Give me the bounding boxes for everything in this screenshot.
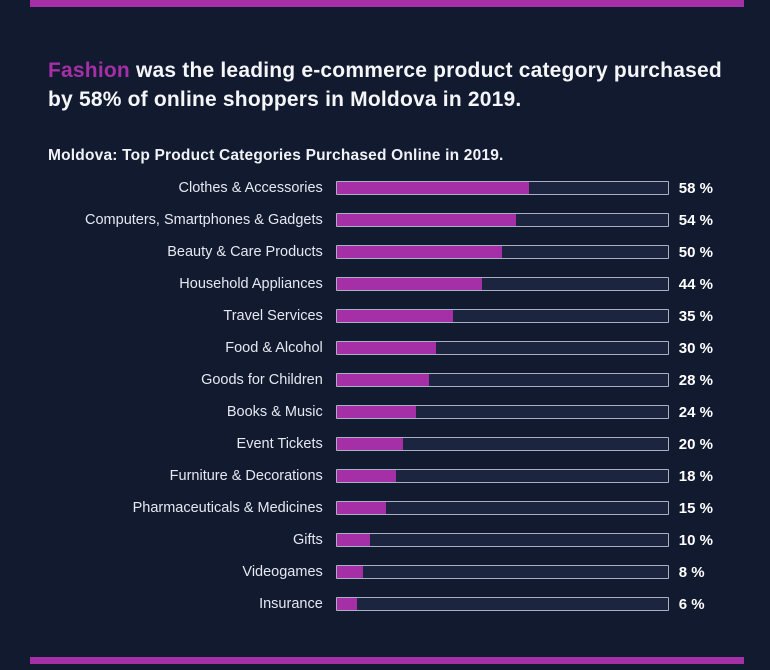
bar-fill	[336, 182, 529, 194]
bar-fill	[336, 534, 370, 546]
bar-track	[335, 245, 669, 259]
category-label: Travel Services	[223, 308, 323, 324]
bar-fill	[336, 342, 437, 354]
category-label: Goods for Children	[201, 372, 323, 388]
value-label: 54 %	[678, 211, 713, 229]
bar-chart: Clothes & Accessories 58 % Computers, Smar…	[48, 172, 730, 620]
value-label: 44 %	[678, 275, 713, 293]
bar-track	[335, 181, 669, 195]
value-label: 6 %	[678, 595, 705, 613]
value-label: 20 %	[678, 435, 713, 453]
headline-text: was the leading e-commerce product categ…	[48, 59, 722, 111]
category-label: Beauty & Care Products	[167, 244, 323, 260]
chart-row: Goods for Children 28 %	[48, 364, 730, 396]
chart-row: Pharmaceuticals & Medicines 15 %	[48, 492, 730, 524]
category-label: Food & Alcohol	[225, 340, 323, 356]
value-label: 35 %	[678, 307, 713, 325]
chart-row: Household Appliances 44 %	[48, 268, 730, 300]
category-label: Clothes & Accessories	[178, 180, 323, 196]
chart-row: Beauty & Care Products 50 %	[48, 236, 730, 268]
value-label: 18 %	[678, 467, 713, 485]
bar-fill	[336, 470, 397, 482]
chart-row: Insurance 6 %	[48, 588, 730, 620]
chart-row: Gifts 10 %	[48, 524, 730, 556]
bar-fill	[336, 502, 387, 514]
value-label: 30 %	[678, 339, 713, 357]
value-label: 28 %	[678, 371, 713, 389]
bar-fill	[336, 214, 516, 226]
category-label: Household Appliances	[179, 276, 323, 292]
chart-row: Videogames 8 %	[48, 556, 730, 588]
bar-track	[335, 341, 669, 355]
value-label: 50 %	[678, 243, 713, 261]
category-label: Videogames	[242, 564, 323, 580]
value-label: 10 %	[678, 531, 713, 549]
bar-track	[335, 405, 669, 419]
chart-title: Moldova: Top Product Categories Purchase…	[48, 147, 504, 164]
bar-track	[335, 533, 669, 547]
value-label: 58 %	[678, 179, 713, 197]
chart-row: Clothes & Accessories 58 %	[48, 172, 730, 204]
bottom-accent-bar	[30, 657, 744, 664]
bar-fill	[336, 278, 483, 290]
bar-fill	[336, 374, 430, 386]
category-label: Books & Music	[226, 404, 323, 420]
category-label: Event Tickets	[236, 436, 323, 452]
chart-row: Computers, Smartphones & Gadgets 54 %	[48, 204, 730, 236]
category-label: Computers, Smartphones & Gadgets	[85, 212, 323, 228]
bar-track	[335, 213, 669, 227]
chart-row: Books & Music 24 %	[48, 396, 730, 428]
bar-track	[335, 277, 669, 291]
category-label: Insurance	[259, 596, 323, 612]
bar-fill	[336, 598, 357, 610]
bar-fill	[336, 246, 503, 258]
bar-track	[335, 565, 669, 579]
chart-row: Travel Services 35 %	[48, 300, 730, 332]
top-accent-bar	[30, 0, 744, 7]
value-label: 15 %	[678, 499, 713, 517]
chart-row: Event Tickets 20 %	[48, 428, 730, 460]
bar-fill	[336, 406, 417, 418]
headline: Fashion was the leading e-commerce produ…	[48, 56, 730, 114]
chart-row: Furniture & Decorations 18 %	[48, 460, 730, 492]
category-label: Furniture & Decorations	[169, 468, 323, 484]
chart-row: Food & Alcohol 30 %	[48, 332, 730, 364]
bar-track	[335, 437, 669, 451]
bar-track	[335, 597, 669, 611]
infographic: Fashion was the leading e-commerce produ…	[48, 56, 730, 620]
value-label: 8 %	[678, 563, 705, 581]
bar-track	[335, 309, 669, 323]
category-label: Pharmaceuticals & Medicines	[132, 500, 323, 516]
bar-track	[335, 501, 669, 515]
value-label: 24 %	[678, 403, 713, 421]
bar-fill	[336, 438, 403, 450]
bar-fill	[336, 566, 364, 578]
bar-track	[335, 469, 669, 483]
headline-highlight: Fashion	[48, 59, 130, 82]
bar-fill	[336, 310, 453, 322]
category-label: Gifts	[292, 532, 323, 548]
bar-track	[335, 373, 669, 387]
